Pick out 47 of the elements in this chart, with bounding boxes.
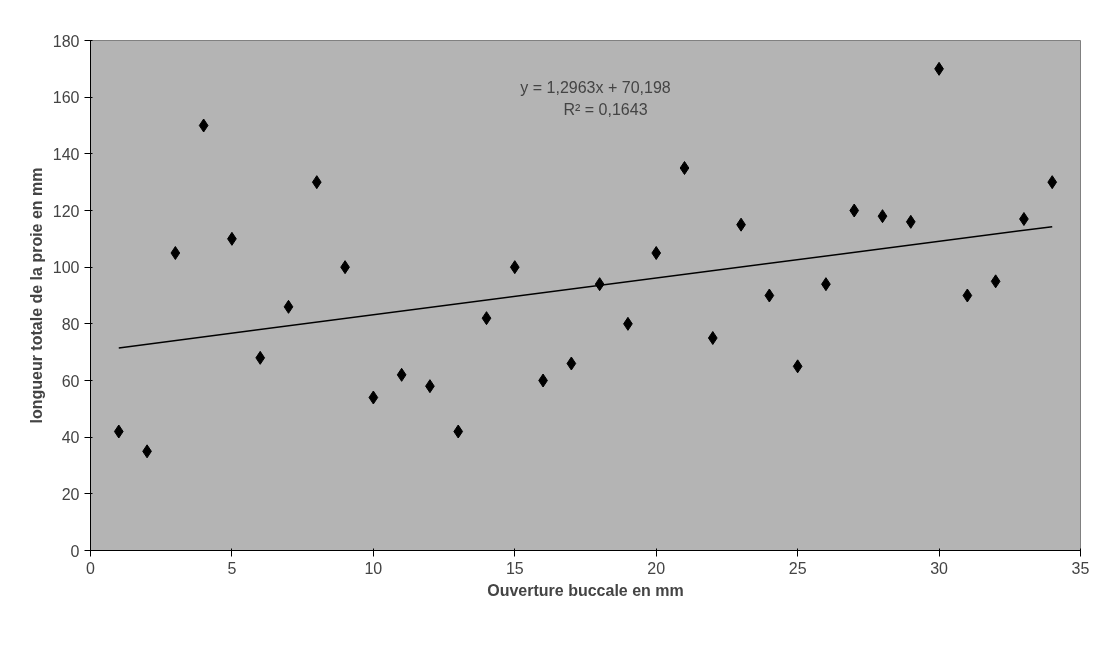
y-tick-label: 100 xyxy=(52,259,80,277)
x-tick-label: 35 xyxy=(1071,559,1090,577)
point xyxy=(396,367,407,382)
y-tick-label: 120 xyxy=(52,202,80,220)
x-tick-label: 5 xyxy=(227,559,237,577)
point xyxy=(113,424,124,439)
point xyxy=(1047,175,1058,190)
y-tick-label: 40 xyxy=(61,429,80,447)
point xyxy=(255,350,266,365)
point xyxy=(1019,212,1029,226)
x-tick-label: 0 xyxy=(86,559,96,577)
point xyxy=(792,359,803,374)
point xyxy=(990,274,1001,289)
point xyxy=(707,331,718,345)
point xyxy=(566,356,577,371)
x-tick-label: 10 xyxy=(364,559,383,577)
point xyxy=(877,209,888,224)
point xyxy=(651,246,662,260)
x-axis-title: Ouverture buccale en mm xyxy=(487,581,684,599)
point xyxy=(509,260,520,275)
point xyxy=(283,299,294,314)
point xyxy=(905,214,916,229)
point xyxy=(849,203,860,218)
point xyxy=(764,288,775,303)
point xyxy=(368,390,379,405)
x-tick-label: 30 xyxy=(930,559,949,577)
annotation: y = 1,2963x + 70,198 xyxy=(520,78,671,96)
y-tick-label: 60 xyxy=(61,372,80,390)
point xyxy=(198,118,209,133)
point xyxy=(170,246,181,260)
point xyxy=(311,175,322,190)
point xyxy=(481,311,492,326)
point xyxy=(453,424,464,439)
point xyxy=(594,277,605,292)
point xyxy=(962,288,973,303)
y-tick-label: 180 xyxy=(52,32,80,50)
y-tick-label: 140 xyxy=(52,145,80,163)
x-tick-label: 25 xyxy=(788,559,807,577)
point xyxy=(679,161,690,175)
y-tick-label: 160 xyxy=(52,89,80,107)
x-tick-label: 15 xyxy=(505,559,524,577)
annotation: R² = 0,1643 xyxy=(563,100,648,118)
y-tick-label: 80 xyxy=(61,315,80,333)
y-tick-label: 20 xyxy=(61,485,80,503)
y-tick-label: 0 xyxy=(70,542,80,560)
y-axis-title: longueur totale de la proie en mm xyxy=(27,167,45,424)
x-tick-label: 20 xyxy=(647,559,666,577)
